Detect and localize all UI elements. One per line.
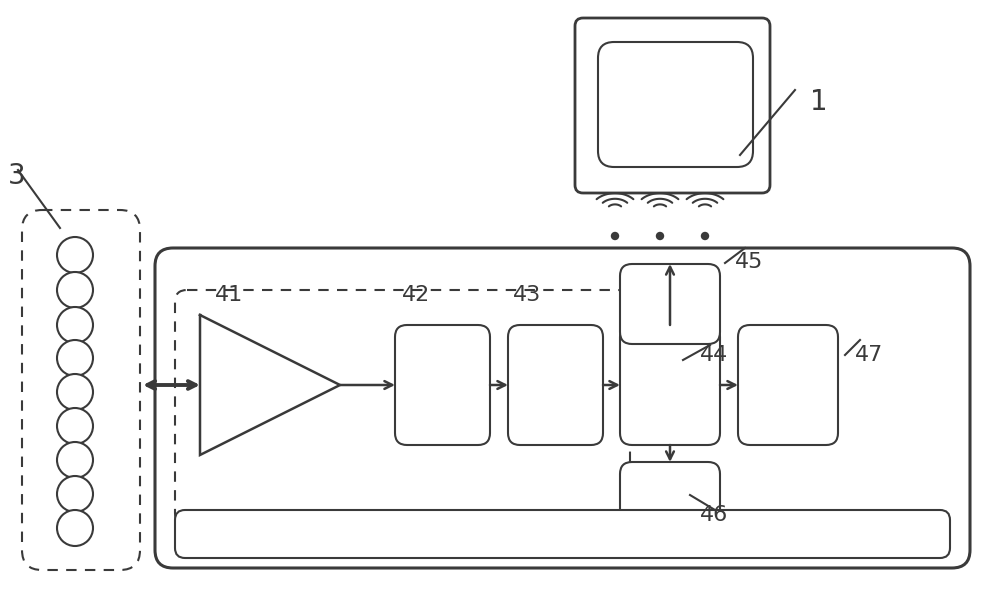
Circle shape — [656, 232, 664, 239]
Circle shape — [57, 408, 93, 444]
Text: 3: 3 — [8, 162, 26, 190]
FancyBboxPatch shape — [575, 18, 770, 193]
FancyBboxPatch shape — [155, 248, 970, 568]
Text: 47: 47 — [855, 345, 883, 365]
FancyBboxPatch shape — [395, 325, 490, 445]
FancyBboxPatch shape — [620, 462, 720, 542]
FancyBboxPatch shape — [508, 325, 603, 445]
FancyBboxPatch shape — [175, 290, 630, 525]
Circle shape — [57, 510, 93, 546]
Circle shape — [702, 232, 708, 239]
Circle shape — [57, 476, 93, 512]
Circle shape — [612, 232, 618, 239]
Circle shape — [57, 237, 93, 273]
Circle shape — [57, 307, 93, 343]
FancyBboxPatch shape — [598, 42, 753, 167]
Text: 46: 46 — [700, 505, 728, 525]
FancyBboxPatch shape — [620, 325, 720, 445]
FancyBboxPatch shape — [620, 264, 720, 344]
Text: 42: 42 — [402, 285, 430, 305]
Circle shape — [57, 374, 93, 410]
Circle shape — [57, 442, 93, 478]
FancyBboxPatch shape — [738, 325, 838, 445]
FancyBboxPatch shape — [175, 510, 950, 558]
Text: 44: 44 — [700, 345, 728, 365]
Circle shape — [57, 272, 93, 308]
Text: 45: 45 — [735, 252, 763, 272]
Text: 43: 43 — [513, 285, 541, 305]
Circle shape — [57, 340, 93, 376]
Text: 41: 41 — [215, 285, 243, 305]
Text: 1: 1 — [810, 88, 828, 116]
FancyBboxPatch shape — [22, 210, 140, 570]
